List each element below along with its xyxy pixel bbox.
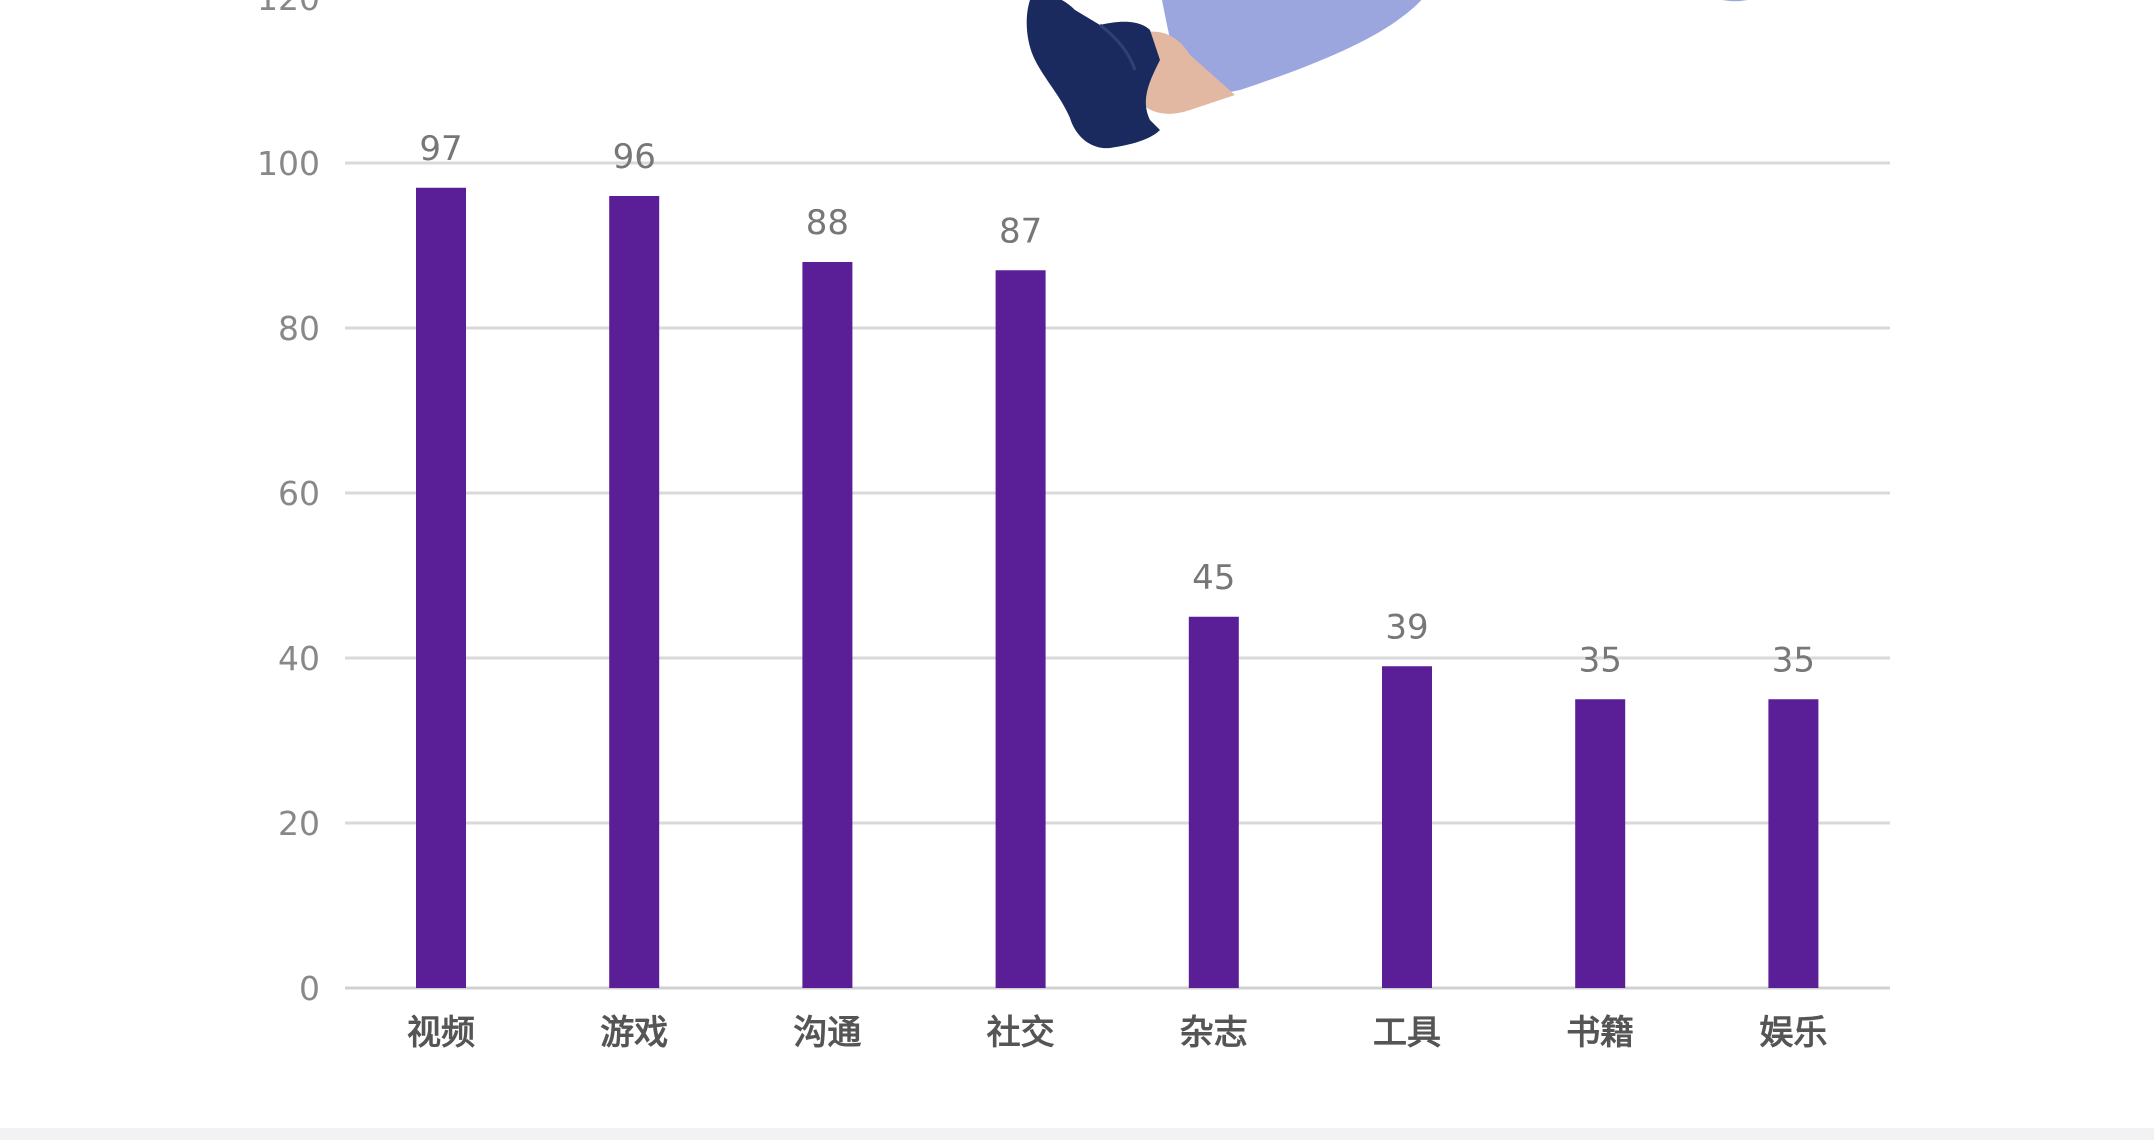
x-category-label: 视频 [407, 1013, 475, 1053]
x-category-label: 书籍 [1566, 1013, 1634, 1053]
cloth-edge-shape [1722, 0, 1748, 2]
x-category-label: 沟通 [793, 1013, 861, 1053]
bar-7 [1575, 699, 1626, 988]
y-tick-label: 0 [299, 969, 320, 1008]
data-label: 87 [999, 211, 1042, 251]
y-tick-label: 60 [278, 474, 320, 513]
data-label: 96 [613, 137, 656, 177]
y-tick-label: 100 [257, 144, 320, 183]
bar-5 [1188, 616, 1239, 988]
x-category-label: 游戏 [600, 1013, 668, 1053]
x-category-label: 社交 [987, 1013, 1055, 1053]
bottom-strip [0, 1128, 2154, 1140]
shoe-strap-shape [1099, 23, 1137, 71]
bars [416, 187, 1819, 988]
y-tick-label: 40 [278, 639, 320, 678]
data-label: 88 [806, 203, 849, 243]
y-tick-label: 80 [278, 309, 320, 348]
data-label: 45 [1192, 558, 1235, 598]
y-axis-ticks: 0 20 40 60 80 100 120 [257, 0, 320, 1008]
x-axis-categories: 视频 游戏 沟通 社交 杂志 工具 书籍 娱乐 [407, 1013, 1827, 1053]
data-labels: 97 96 88 87 45 39 35 35 [419, 129, 1815, 681]
data-label: 39 [1385, 607, 1428, 647]
bar-4 [995, 270, 1046, 988]
x-category-label: 杂志 [1180, 1013, 1248, 1053]
bar-2 [609, 196, 660, 988]
y-tick-label: 20 [278, 804, 320, 843]
shoe-icon [1026, 0, 1160, 149]
gridlines [345, 161, 1890, 990]
x-category-label: 工具 [1373, 1013, 1441, 1053]
cloth-shape [1161, 0, 1422, 100]
bar-8 [1768, 699, 1819, 988]
person-legs-illustration [1026, 0, 1748, 149]
data-label: 97 [419, 129, 462, 169]
bar-6 [1382, 666, 1432, 988]
data-label: 35 [1772, 640, 1815, 680]
bar-3 [802, 262, 853, 988]
x-category-label: 娱乐 [1759, 1013, 1827, 1053]
data-label: 35 [1579, 640, 1622, 680]
y-tick-label: 120 [257, 0, 320, 18]
bar-1 [416, 187, 466, 988]
